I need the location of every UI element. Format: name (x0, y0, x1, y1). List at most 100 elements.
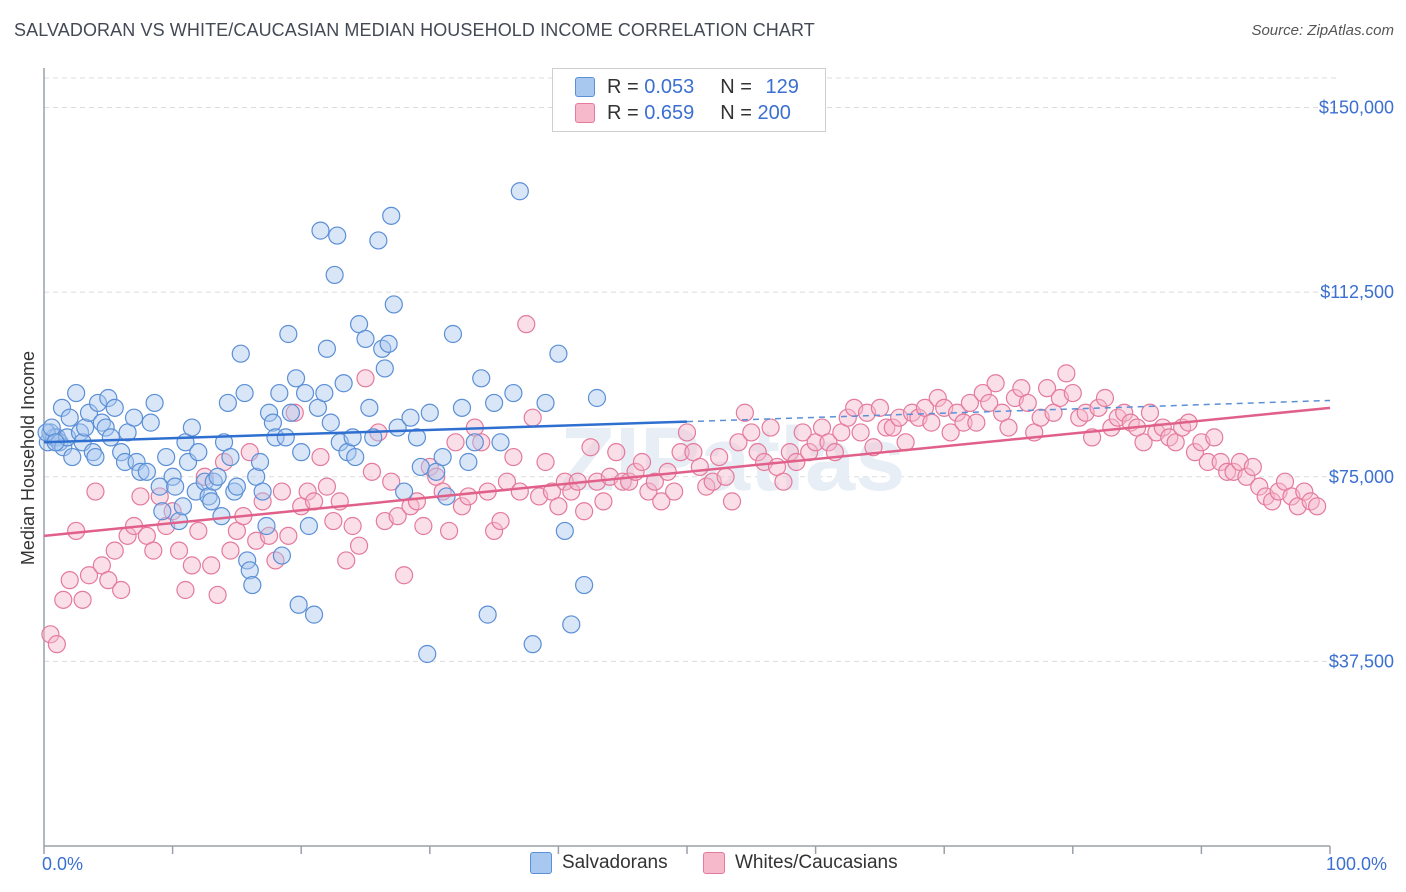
data-point (414, 516, 433, 536)
data-point (864, 438, 883, 457)
data-point (189, 521, 208, 541)
data-point (1263, 492, 1282, 511)
data-point (411, 457, 430, 477)
series-legend-label: Whites/Caucasians (735, 852, 898, 873)
data-point (420, 403, 439, 422)
correlation-legend: R = 0.053 N = 129 R = 0.659 N = 200 (552, 68, 826, 132)
data-point (1057, 364, 1076, 383)
data-point (243, 575, 262, 595)
x-tick-label-end: 100.0% (1326, 854, 1387, 874)
data-point (954, 413, 973, 432)
data-point (253, 492, 272, 511)
data-point (472, 369, 491, 388)
data-point (150, 477, 169, 496)
trend-lines (43, 399, 1331, 538)
data-point (304, 605, 324, 624)
x-tick-label-start: 0.0% (42, 854, 83, 874)
data-point (334, 374, 353, 393)
data-point (346, 447, 365, 467)
data-point (317, 477, 337, 496)
data-point (536, 393, 555, 413)
data-point (76, 418, 95, 437)
data-point (163, 502, 182, 521)
data-point (360, 398, 379, 417)
data-point (157, 447, 176, 467)
data-point (105, 541, 124, 560)
data-point (60, 408, 79, 427)
data-point (549, 497, 568, 516)
data-point (1134, 433, 1153, 452)
data-point (523, 635, 542, 654)
data-point (88, 393, 108, 413)
data-point (202, 556, 221, 575)
salvadorans-trend-extension (686, 399, 1331, 423)
data-point (289, 595, 308, 614)
data-point (645, 472, 664, 491)
data-point (86, 482, 105, 501)
data-point (221, 447, 240, 467)
legend-n-value: 129 (765, 75, 799, 98)
data-point (1237, 467, 1256, 486)
data-point (60, 571, 79, 590)
data-point (1063, 383, 1082, 403)
data-point (112, 443, 131, 462)
data-point (562, 615, 581, 634)
data-point (1095, 388, 1115, 408)
data-point (851, 423, 870, 442)
data-point (131, 487, 150, 506)
data-point (257, 516, 276, 536)
y-tick-labels: $37,500 $75,000 $112,500 $150,000 (1319, 98, 1394, 672)
data-point (819, 433, 838, 452)
data-point (101, 428, 120, 447)
data-point (279, 324, 298, 344)
data-point (452, 497, 472, 516)
data-point (1140, 403, 1160, 422)
data-point (189, 443, 208, 462)
data-point (1037, 379, 1057, 398)
data-point (452, 398, 472, 417)
data-point (967, 413, 986, 432)
y-tick-label: $150,000 (1319, 98, 1394, 118)
data-point (263, 413, 283, 432)
x-ticks (43, 846, 1331, 854)
data-point (328, 226, 347, 245)
data-point (182, 556, 201, 575)
data-point (549, 344, 568, 363)
whites-trend-line (43, 406, 1331, 538)
series-swatch-pink (703, 852, 725, 874)
legend-row-salvadorans: R = 0.053 N = 129 (575, 75, 799, 99)
data-point (735, 403, 754, 422)
data-point (321, 413, 340, 432)
data-point (632, 452, 652, 472)
data-point (999, 418, 1018, 437)
data-point (37, 423, 56, 442)
data-point (973, 383, 992, 403)
data-point (690, 457, 709, 477)
data-point (555, 472, 574, 491)
data-point (941, 423, 960, 442)
data-point (510, 482, 529, 501)
legend-n-value: 200 (757, 101, 791, 124)
data-point (742, 423, 761, 442)
data-point (1211, 452, 1230, 472)
data-point (124, 408, 144, 427)
data-point (446, 433, 465, 452)
data-point (485, 521, 504, 541)
data-point (677, 423, 697, 442)
data-point (1308, 497, 1327, 516)
data-point (141, 413, 160, 432)
data-point (1243, 457, 1262, 477)
data-point (581, 438, 600, 457)
data-point (250, 452, 270, 472)
data-point (1218, 462, 1237, 481)
data-point (986, 374, 1005, 393)
data-point (212, 507, 231, 526)
data-point (166, 477, 185, 496)
data-point (639, 482, 658, 501)
data-point (231, 344, 250, 363)
data-point (311, 447, 330, 467)
data-point (388, 507, 407, 526)
data-point (716, 467, 735, 486)
data-point (394, 566, 414, 585)
